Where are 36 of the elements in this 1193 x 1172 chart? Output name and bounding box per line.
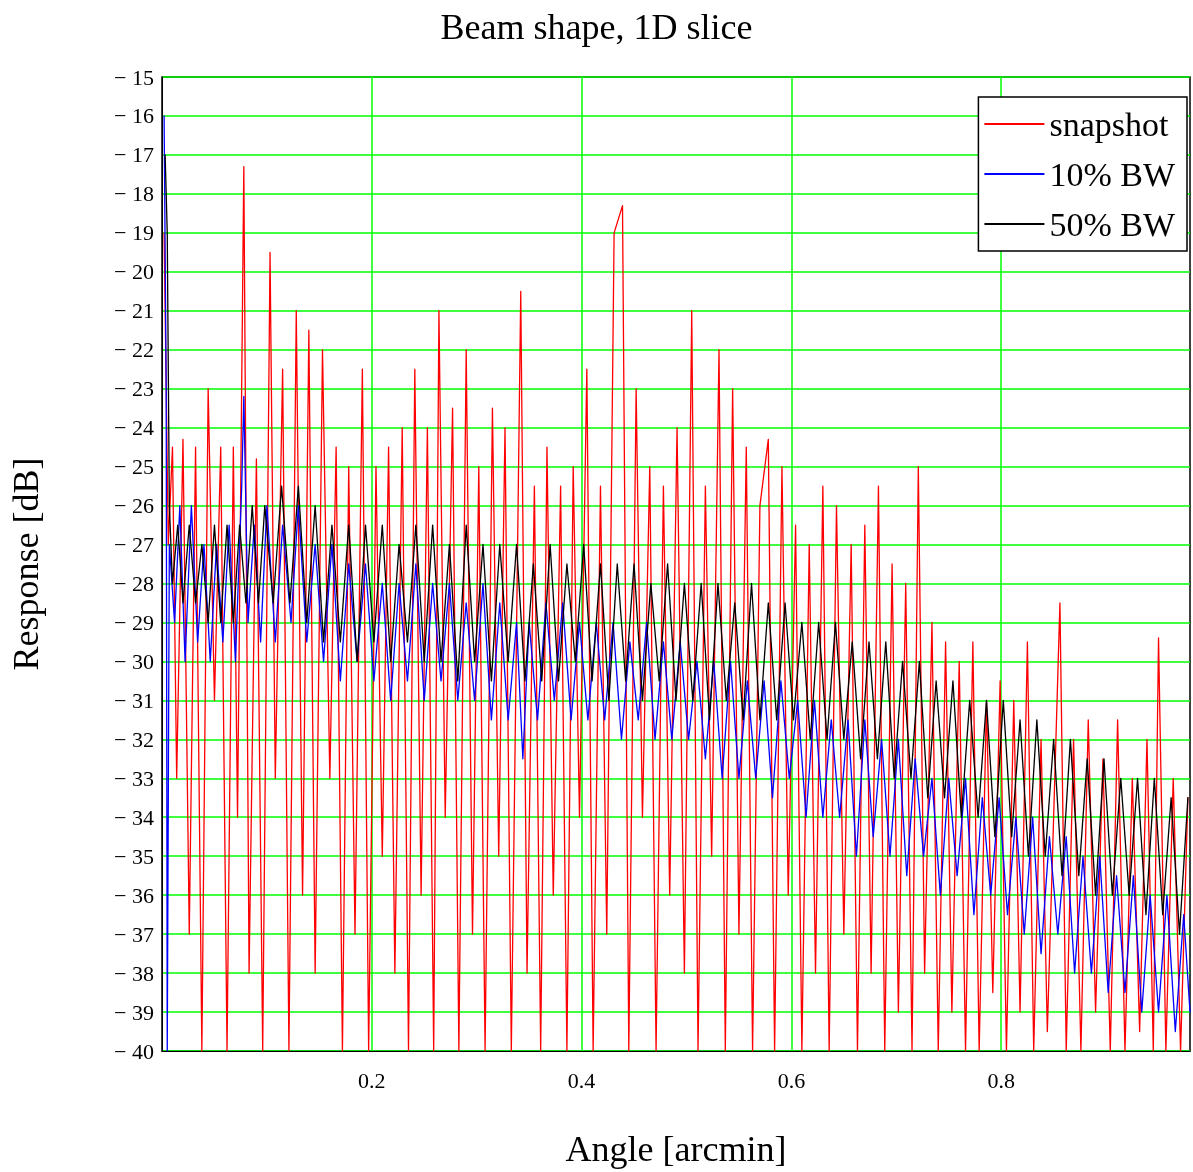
y-tick-label: − 24 [114, 415, 154, 441]
y-tick-label: − 38 [114, 960, 154, 986]
y-tick-label: − 33 [114, 765, 154, 791]
y-tick-label: − 18 [114, 181, 154, 207]
y-axis-title: Response [dB] [6, 457, 46, 671]
y-tick-label: − 36 [114, 882, 154, 908]
y-tick-label: − 39 [114, 999, 154, 1025]
y-tick-label: − 19 [114, 220, 154, 246]
y-tick-label: − 16 [114, 103, 154, 129]
x-tick-label: 0.6 [777, 1067, 806, 1093]
y-tick-label: − 21 [114, 298, 154, 324]
y-tick-label: − 22 [114, 337, 154, 363]
y-tick-label: − 17 [114, 142, 154, 168]
legend-label: snapshot [1049, 105, 1169, 143]
y-tick-label: − 23 [114, 376, 154, 402]
x-tick-label: 0.2 [358, 1067, 386, 1093]
y-tick-label: − 40 [114, 1038, 154, 1064]
chart-title: Beam shape, 1D slice [440, 7, 753, 47]
y-tick-label: − 37 [114, 921, 154, 947]
y-tick-label: − 28 [114, 570, 154, 596]
y-tick-label: − 27 [114, 532, 154, 558]
y-tick-label: − 20 [114, 259, 154, 285]
legend-label: 50% BW [1049, 205, 1176, 243]
y-tick-label: − 31 [114, 687, 154, 713]
y-tick-label: − 15 [114, 64, 154, 90]
y-tick-label: − 35 [114, 843, 154, 869]
x-axis-title: Angle [arcmin] [565, 1129, 787, 1169]
y-tick-label: − 29 [114, 609, 154, 635]
legend-label: 10% BW [1049, 155, 1176, 193]
x-tick-label: 0.4 [567, 1067, 596, 1093]
y-tick-label: − 30 [114, 648, 154, 674]
x-tick-label: 0.8 [987, 1067, 1015, 1093]
y-tick-label: − 25 [114, 454, 154, 480]
y-tick-label: − 32 [114, 726, 154, 752]
y-tick-label: − 34 [114, 804, 154, 830]
y-tick-label: − 26 [114, 493, 154, 519]
